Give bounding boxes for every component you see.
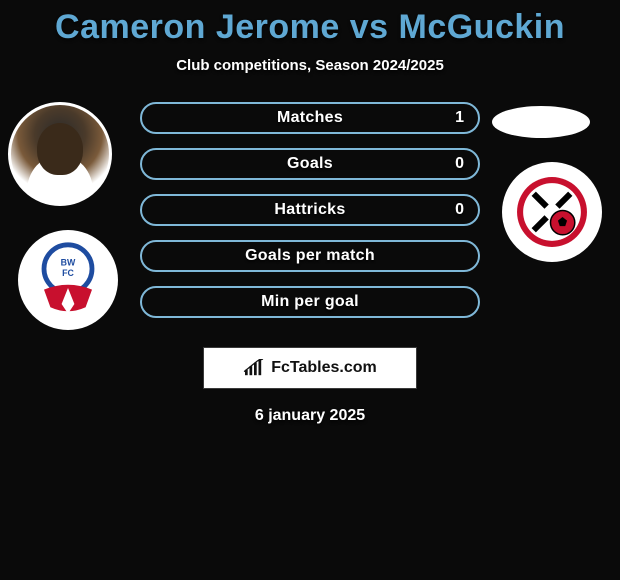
stat-label: Min per goal bbox=[261, 293, 359, 311]
stat-pill-list: Matches 1 Goals 0 Hattricks 0 Goals per … bbox=[140, 102, 480, 318]
bolton-crest-icon: BW FC bbox=[28, 240, 108, 320]
club-right-badge bbox=[502, 162, 602, 262]
page-title: Cameron Jerome vs McGuckin bbox=[0, 8, 620, 47]
brand-box[interactable]: FcTables.com bbox=[203, 347, 417, 389]
svg-text:BW: BW bbox=[61, 258, 76, 268]
stat-row: Matches 1 bbox=[140, 102, 480, 134]
stat-value: 1 bbox=[455, 109, 464, 127]
compare-area: BW FC bbox=[0, 102, 620, 337]
rotherham-crest-icon bbox=[514, 174, 590, 250]
stat-label: Matches bbox=[277, 109, 343, 127]
stat-row: Hattricks 0 bbox=[140, 194, 480, 226]
subtitle: Club competitions, Season 2024/2025 bbox=[0, 57, 620, 74]
stat-label: Goals bbox=[287, 155, 333, 173]
stat-label: Hattricks bbox=[274, 201, 345, 219]
date-label: 6 january 2025 bbox=[0, 407, 620, 425]
club-left-badge: BW FC bbox=[18, 230, 118, 330]
brand-label: FcTables.com bbox=[271, 359, 377, 377]
stat-value: 0 bbox=[455, 155, 464, 173]
comparison-card: Cameron Jerome vs McGuckin Club competit… bbox=[0, 0, 620, 425]
stat-label: Goals per match bbox=[245, 247, 375, 265]
bar-chart-icon bbox=[243, 359, 265, 377]
player-left-avatar bbox=[8, 102, 112, 206]
stat-row: Min per goal bbox=[140, 286, 480, 318]
stat-row: Goals per match bbox=[140, 240, 480, 272]
stat-value: 0 bbox=[455, 201, 464, 219]
svg-text:FC: FC bbox=[62, 268, 74, 278]
stat-row: Goals 0 bbox=[140, 148, 480, 180]
player-right-avatar bbox=[492, 106, 590, 138]
